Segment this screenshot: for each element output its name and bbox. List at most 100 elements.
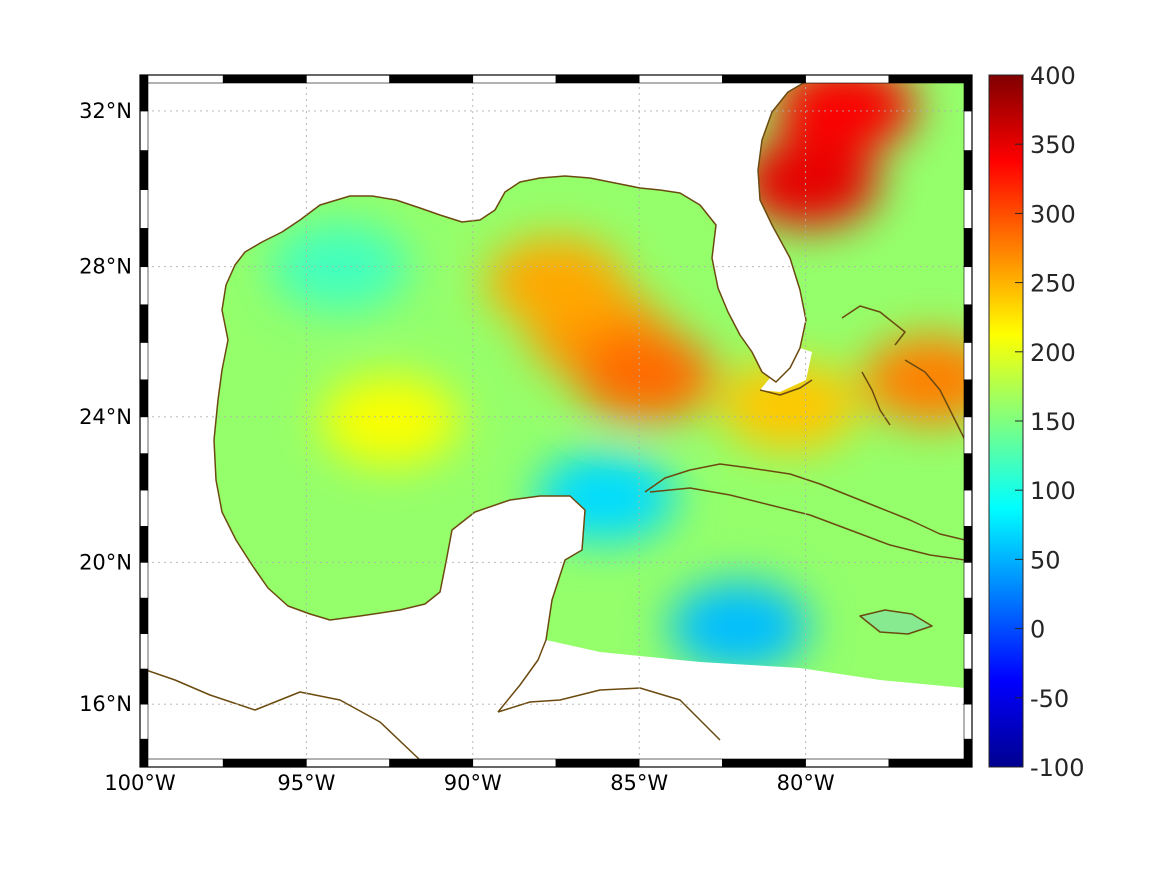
frame-segment [805,758,890,768]
x-axis-labels: 100°W 95°W 90°W 85°W 80°W [104,771,835,795]
frame-segment [306,758,390,768]
field-feature-gulf-stream-upper [775,75,916,152]
field-feature-straits-florida [718,360,859,451]
frame-segment [389,758,474,768]
ocean-field [140,75,972,767]
x-tick-label: 95°W [277,771,335,795]
coastline-us-gulf [213,77,813,713]
frame-segment [638,758,723,768]
frame-segment [555,758,640,768]
coastline-cuba [644,463,966,561]
frame-segment [722,74,806,84]
x-tick-label: 90°W [444,771,502,795]
frame-segment [139,74,224,84]
frame-segment [638,74,723,84]
colorbar-tick-label: 300 [1030,200,1076,228]
frame-segment [963,562,973,599]
coastline-florida-keys [759,379,813,396]
colorbar-tick-label: 350 [1030,131,1076,159]
frame-segment [888,758,973,768]
frame-segment [139,453,149,491]
coastline-central-america [140,667,421,761]
colorbar-tick-label: -50 [1030,685,1069,713]
coastline-bahamas [841,305,966,441]
florida-keys-land [760,348,812,392]
colorbar: 400 350 300 250 200 150 100 50 0 -50 -100 [988,62,1084,782]
colorbar-tick-label: 50 [1030,546,1061,574]
grid-lines [140,75,972,767]
colorbar-tick-label: 200 [1030,339,1076,367]
frame-segment [139,150,149,190]
field-feature-loop-current-head [575,331,716,422]
frame-segment [139,738,149,768]
frame-segment [963,416,973,454]
frame-segment [139,668,149,705]
frame-segment [139,379,149,418]
frame-segment [963,74,973,112]
coastline-honduras [497,687,721,741]
frame-segment [139,633,149,670]
colorbar-tick-label: 150 [1030,408,1076,436]
frame-segment [963,189,973,229]
coastlines [140,77,966,761]
frame-segment [306,74,390,84]
frame-segment [139,758,224,768]
frame-segment [963,453,973,491]
colorbar-tick-label: 0 [1030,616,1045,644]
frame-segment [963,526,973,563]
field-feature-caribbean-low [669,581,810,672]
frame-segment [555,74,640,84]
frame-segment [963,703,973,740]
frame-segment [963,738,973,768]
y-tick-label: 28°N [79,255,132,279]
map-frame [139,74,973,768]
frame-segment [222,758,307,768]
y-tick-label: 32°N [79,99,132,123]
y-tick-label: 20°N [79,550,132,574]
frame-segment [722,758,806,768]
x-tick-label: 100°W [104,771,176,795]
x-tick-label: 80°W [777,771,835,795]
frame-segment [139,526,149,563]
frame-segment [139,597,149,634]
frame-segment [139,110,149,151]
colorbar-tick-label: -100 [1030,754,1084,782]
frame-segment [139,228,149,268]
frame-segment [963,668,973,705]
frame-segment [139,342,149,381]
frame-segment [963,266,973,306]
coastline-jamaica [859,609,933,635]
frame-segment [139,266,149,306]
colorbar-tick-label: 250 [1030,270,1076,298]
frame-segment [963,150,973,190]
frame-segment [389,74,474,84]
field-feature-gulf-stream-north [738,136,879,227]
field-feature-bahamas-warm [862,334,972,425]
colorbar-tick-label: 400 [1030,62,1076,90]
frame-segment [139,416,149,454]
y-tick-label: 16°N [79,692,132,716]
frame-segment [139,489,149,527]
colorbar-tick-label: 100 [1030,477,1076,505]
colorbar-ticks: 400 350 300 250 200 150 100 50 0 -50 -100 [1015,62,1084,782]
frame-segment [139,562,149,599]
field-feature-western-gulf-warm [319,375,460,466]
frame-segment [963,379,973,418]
frame-segment [963,489,973,527]
frame-segment [472,74,557,84]
frame-segment [963,228,973,268]
frame-segment [963,110,973,151]
frame-segment [888,74,973,84]
y-axis-labels: 32°N 28°N 24°N 20°N 16°N [79,99,132,716]
frame-segment [963,304,973,343]
frame-segment [222,74,307,84]
frame-segment [805,74,890,84]
frame-segment [963,342,973,381]
frame-segment [139,703,149,740]
field-feature-loop-current-hook [486,236,626,327]
frame-segment [139,304,149,343]
frame-segment [963,597,973,634]
plot-border [139,74,973,768]
frame-segment [472,758,557,768]
frame-segment [963,633,973,670]
